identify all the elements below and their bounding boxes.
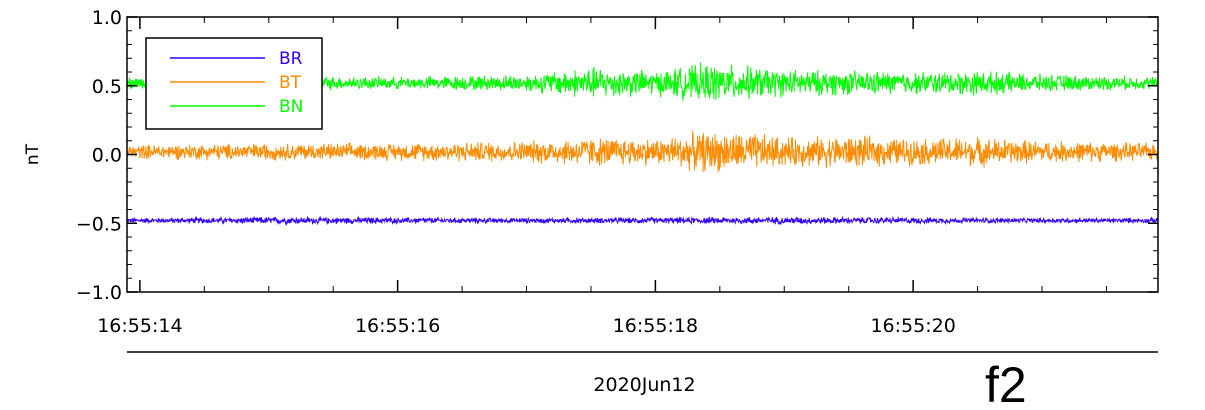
y-axis-title: nT [23, 143, 43, 165]
y-tick-label: −1.0 [76, 282, 122, 304]
x-tick-label: 16:55:18 [613, 315, 698, 337]
y-tick-label: 0.0 [92, 145, 122, 167]
axis-ticks [127, 16, 1158, 293]
y-tick-label: 1.0 [92, 7, 122, 29]
legend-box [145, 37, 323, 130]
series-br-line [126, 215, 1159, 226]
x-tick-label: 16:55:14 [97, 315, 182, 337]
y-tick-label: 0.5 [92, 76, 122, 98]
series-bt-line [126, 130, 1159, 173]
date-label: 2020Jun12 [593, 374, 695, 396]
x-tick-label: 16:55:20 [870, 315, 955, 337]
x-tick-label: 16:55:16 [355, 315, 440, 337]
y-tick-label: −0.5 [76, 213, 122, 235]
legend-label-bn: BN [279, 97, 303, 117]
panel-tag: f2 [985, 357, 1027, 410]
legend-label-br: BR [279, 49, 303, 69]
legend: BR BT BN [145, 37, 323, 130]
legend-label-bt: BT [279, 73, 302, 93]
axis-labels: 1.0 0.5 0.0 −0.5 −1.0 16:55:14 16:55:16 16:55:1… [76, 7, 956, 337]
